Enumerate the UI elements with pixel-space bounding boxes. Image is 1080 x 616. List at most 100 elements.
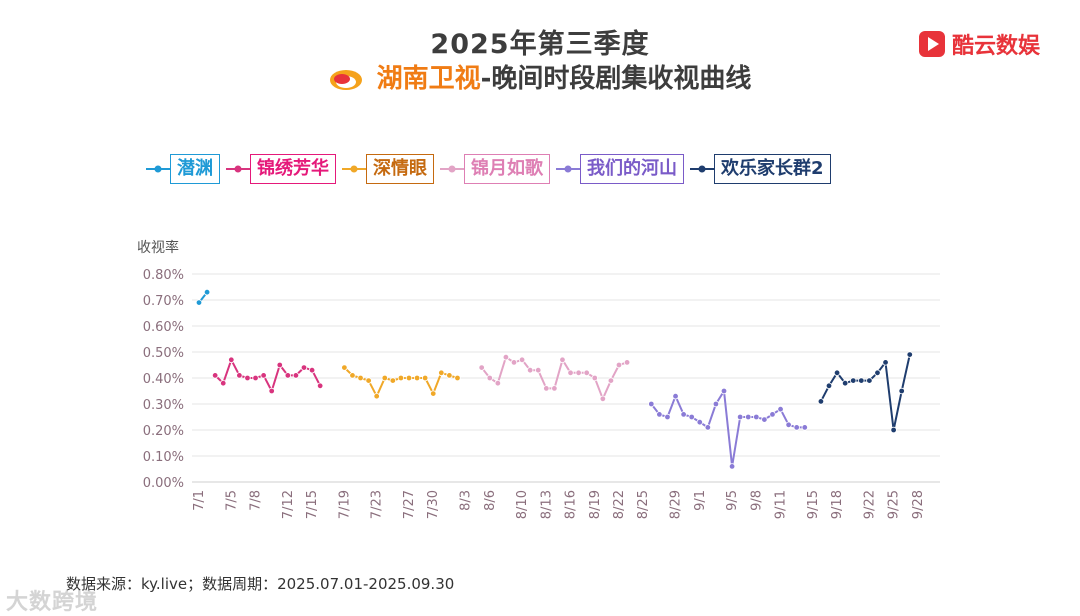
data-point bbox=[405, 374, 413, 382]
data-point bbox=[575, 369, 582, 376]
data-point bbox=[397, 374, 405, 382]
data-point bbox=[502, 354, 510, 361]
data-point bbox=[858, 377, 865, 384]
data-point bbox=[745, 413, 752, 421]
data-point bbox=[882, 359, 889, 366]
y-tick-label: 0.00% bbox=[143, 476, 184, 491]
data-point bbox=[430, 390, 437, 397]
y-tick-label: 0.80% bbox=[143, 268, 184, 283]
hunan-tv-logo-icon bbox=[329, 67, 363, 98]
legend-label: 深情眼 bbox=[366, 154, 434, 184]
series-2 bbox=[211, 356, 324, 395]
x-tick-label: 7/12 bbox=[281, 490, 296, 519]
series-line bbox=[820, 354, 911, 431]
legend-label: 欢乐家长群2 bbox=[714, 154, 831, 184]
data-point bbox=[688, 413, 695, 421]
data-point bbox=[349, 372, 356, 379]
data-point bbox=[704, 424, 712, 431]
x-tick-label: 8/13 bbox=[539, 490, 554, 519]
x-tick-label: 8/19 bbox=[588, 490, 603, 519]
data-point bbox=[599, 395, 607, 402]
legend-marker bbox=[226, 165, 250, 173]
x-tick-label: 7/27 bbox=[402, 490, 417, 519]
data-point bbox=[551, 385, 558, 392]
data-point bbox=[607, 377, 615, 384]
data-point bbox=[381, 374, 388, 382]
series-1 bbox=[195, 289, 211, 306]
data-point bbox=[736, 413, 744, 421]
data-point bbox=[712, 400, 720, 408]
y-tick-label: 0.20% bbox=[143, 424, 184, 439]
legend-label: 锦月如歌 bbox=[464, 154, 550, 184]
data-point bbox=[753, 413, 760, 421]
data-point bbox=[494, 380, 502, 387]
watermark: 大数跨境 bbox=[6, 590, 99, 615]
y-tick-label: 0.70% bbox=[143, 294, 184, 309]
y-axis-label: 收视率 bbox=[137, 239, 179, 256]
data-point bbox=[518, 356, 526, 363]
channel-name: 湖南卫视 bbox=[376, 64, 481, 94]
x-tick-label: 8/6 bbox=[483, 490, 498, 511]
data-point bbox=[276, 361, 283, 369]
y-tick-label: 0.40% bbox=[143, 372, 184, 387]
x-tick-label: 8/25 bbox=[636, 490, 651, 519]
data-point bbox=[357, 374, 364, 382]
data-point bbox=[478, 364, 485, 371]
x-tick-label: 8/10 bbox=[515, 490, 530, 519]
data-point bbox=[825, 382, 833, 389]
series-3 bbox=[341, 364, 461, 400]
x-tick-label: 8/22 bbox=[612, 490, 627, 519]
x-tick-label: 9/15 bbox=[806, 490, 821, 519]
data-point bbox=[615, 361, 623, 369]
brand-logo: 酷云数娱 bbox=[918, 28, 1040, 60]
legend-label: 锦绣芳华 bbox=[250, 154, 336, 184]
x-tick-label: 8/16 bbox=[564, 490, 579, 519]
data-point bbox=[841, 380, 849, 387]
x-tick-label: 9/25 bbox=[887, 490, 902, 519]
data-source: 数据来源：ky.live；数据周期：2025.07.01-2025.09.30 bbox=[66, 575, 455, 593]
x-tick-label: 7/19 bbox=[337, 490, 352, 519]
legend-item: 潜渊 bbox=[146, 154, 220, 184]
data-point bbox=[664, 413, 671, 421]
legend-label: 我们的河山 bbox=[580, 154, 684, 184]
data-point bbox=[769, 411, 776, 418]
data-point bbox=[817, 398, 825, 405]
x-tick-label: 9/8 bbox=[749, 490, 764, 511]
x-tick-label: 9/22 bbox=[862, 490, 877, 519]
data-point bbox=[365, 377, 372, 384]
x-tick-label: 7/1 bbox=[192, 490, 207, 511]
series-5 bbox=[648, 387, 808, 470]
data-point bbox=[720, 387, 728, 395]
data-point bbox=[833, 369, 841, 376]
subtitle-text: -晚间时段剧集收视曲线 bbox=[480, 64, 752, 94]
series-6 bbox=[817, 351, 913, 434]
legend-marker bbox=[556, 165, 580, 173]
data-point bbox=[898, 387, 905, 395]
legend-marker bbox=[146, 165, 170, 173]
data-point bbox=[890, 426, 897, 434]
data-point bbox=[413, 374, 421, 382]
data-point bbox=[284, 372, 292, 379]
data-point bbox=[583, 369, 590, 376]
x-tick-label: 7/8 bbox=[249, 490, 264, 511]
data-point bbox=[656, 411, 663, 418]
play-icon bbox=[919, 31, 945, 57]
series-line bbox=[650, 390, 805, 468]
data-point bbox=[510, 359, 518, 366]
x-tick-label: 9/28 bbox=[911, 490, 926, 519]
data-point bbox=[874, 369, 881, 376]
data-point bbox=[906, 351, 913, 358]
data-point bbox=[696, 419, 703, 426]
legend: 潜渊 锦绣芳华 深情眼 锦月如歌 我们的河山 欢乐家长群2 bbox=[146, 154, 837, 184]
data-point bbox=[850, 377, 857, 384]
data-point bbox=[341, 364, 348, 371]
data-point bbox=[252, 374, 259, 382]
data-point bbox=[260, 372, 267, 379]
data-point bbox=[785, 421, 792, 428]
data-point bbox=[268, 387, 275, 395]
data-point bbox=[672, 393, 679, 400]
data-point bbox=[777, 406, 784, 413]
data-point bbox=[728, 463, 736, 470]
data-point bbox=[389, 377, 397, 384]
legend-item: 欢乐家长群2 bbox=[690, 154, 831, 184]
